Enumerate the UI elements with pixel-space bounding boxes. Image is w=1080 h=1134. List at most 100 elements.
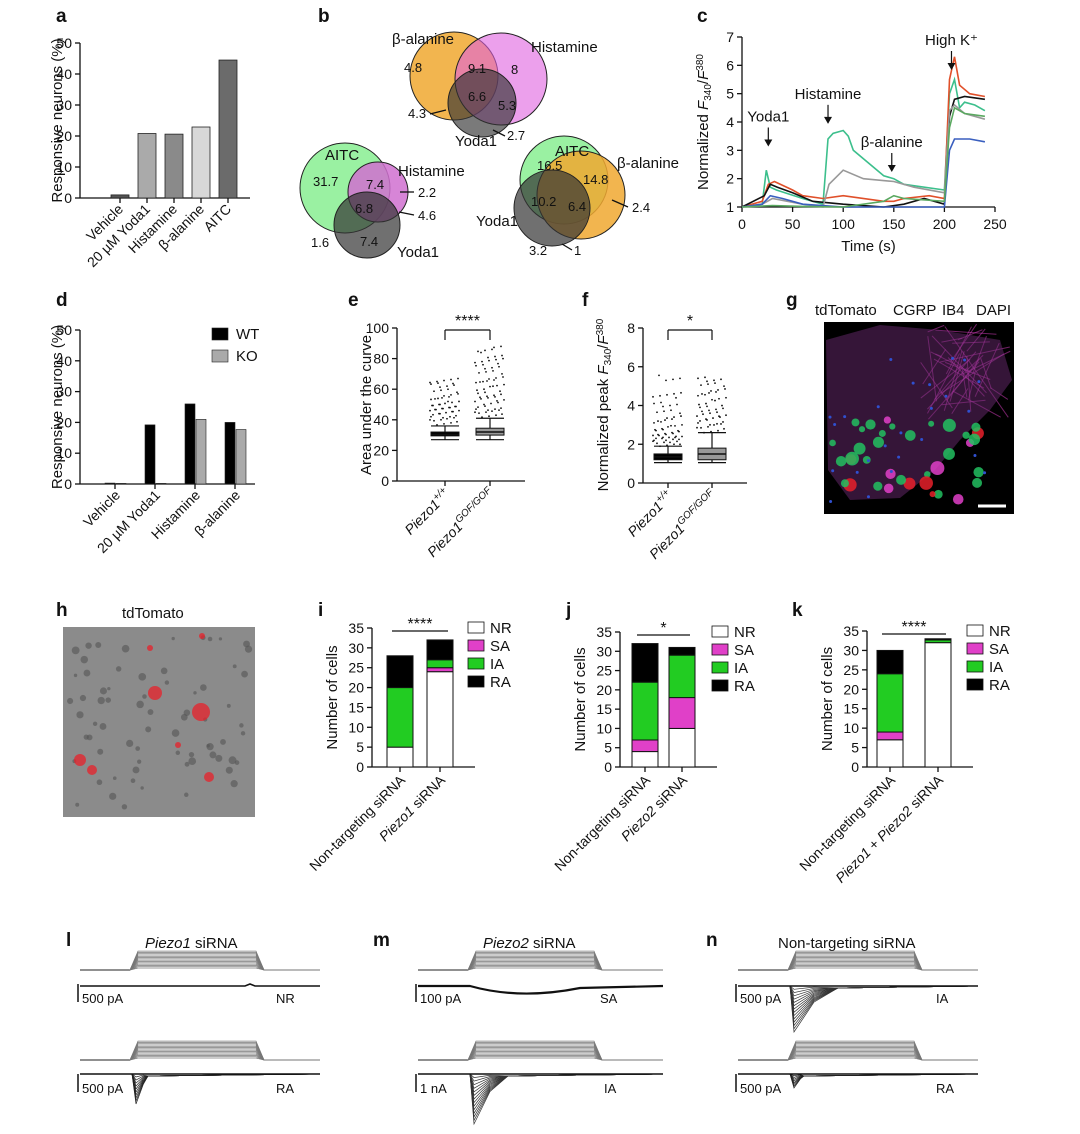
cell	[207, 636, 213, 642]
outlier-point	[661, 427, 663, 430]
outlier-point	[430, 398, 432, 401]
outlier-point	[655, 437, 657, 440]
venn-top-value: 2.7	[507, 128, 525, 143]
trace-panel-n: Non-targeting siRNA 500 pA IA 500 pA RA	[740, 935, 954, 1096]
trace-type-bottom-m: IA	[604, 1081, 617, 1096]
cell	[121, 644, 130, 653]
outlier-point	[723, 427, 725, 430]
outlier-point	[437, 382, 439, 385]
outlier-point	[721, 404, 723, 407]
legend-swatch	[467, 675, 485, 688]
outlier-point	[433, 419, 435, 422]
outlier-point	[477, 392, 479, 395]
legend-label: RA	[490, 674, 511, 691]
outlier-point	[488, 359, 490, 362]
outlier-point	[487, 409, 489, 412]
brightfield-cells	[67, 633, 253, 810]
trace-title-rest: siRNA	[529, 935, 576, 952]
outlier-point	[487, 356, 489, 359]
cell	[188, 757, 197, 766]
outlier-point	[450, 421, 452, 424]
outlier-point	[443, 379, 445, 382]
cell	[136, 700, 144, 709]
trace-type-top-l: NR	[276, 991, 295, 1006]
outlier-point	[486, 395, 488, 398]
y-axis-title-part: 380	[695, 54, 706, 71]
cell	[904, 430, 916, 441]
y-tick-label: 25	[596, 663, 612, 679]
cell	[171, 636, 175, 641]
venn-left-value: 31.7	[313, 174, 338, 189]
outlier-point	[697, 394, 699, 397]
y-tick-label: 20	[843, 681, 859, 697]
legend-swatch	[966, 624, 984, 637]
cell	[164, 680, 170, 685]
current-trace	[418, 1073, 664, 1108]
outlier-point	[714, 399, 716, 402]
tdtomato-cell	[147, 645, 153, 651]
legend-label: NR	[989, 623, 1011, 640]
current-trace	[80, 983, 320, 987]
cell	[121, 804, 128, 810]
cell	[239, 723, 244, 728]
cell	[829, 439, 836, 447]
outlier-point	[439, 386, 441, 389]
outlier-point	[669, 404, 671, 407]
y-axis-title: Responsive neurons (%)	[49, 38, 66, 202]
outlier-point	[500, 345, 502, 348]
nucleus	[828, 415, 832, 419]
y-tick-label: 15	[596, 701, 612, 717]
legend-swatch	[711, 661, 729, 674]
y-tick-label: 10	[596, 720, 612, 736]
y-axis-title: Number of cells	[324, 645, 341, 749]
nucleus	[831, 469, 835, 473]
outlier-point	[663, 441, 665, 444]
trace-title-l: Piezo1 siRNA	[145, 935, 238, 952]
outlier-point	[429, 381, 431, 384]
panel-label-g: g	[786, 290, 798, 311]
outlier-point	[679, 377, 681, 380]
outlier-point	[475, 408, 477, 410]
nucleus	[889, 470, 893, 474]
venn-left-value: 4.6	[418, 208, 436, 223]
outlier-point	[679, 412, 681, 415]
outlier-point	[443, 422, 445, 425]
panel-g-label-cgrp: CGRP	[893, 302, 936, 319]
cell	[865, 419, 876, 430]
outlier-point	[429, 409, 431, 412]
trace-title-m: Piezo2 siRNA	[483, 935, 576, 952]
y-tick-label: 5	[851, 740, 859, 756]
venn-top-value: 5.3	[498, 98, 516, 113]
outlier-point	[458, 409, 460, 412]
outlier-point	[715, 408, 717, 411]
outlier-point	[652, 395, 654, 398]
bar-segment	[876, 673, 904, 733]
outlier-point	[474, 411, 476, 414]
outlier-point	[713, 379, 715, 382]
nucleus	[833, 423, 837, 427]
series-line	[741, 56, 986, 208]
cell	[171, 729, 180, 737]
cell	[109, 792, 117, 800]
nucleus	[866, 495, 870, 499]
outlier-point	[485, 411, 487, 414]
bar	[155, 483, 167, 485]
outlier-point	[483, 403, 485, 406]
outlier-point	[681, 423, 683, 426]
x-tick-label-part: siRNA	[648, 771, 691, 814]
trace-scale-top-m: 100 pA	[420, 991, 462, 1006]
y-axis-title: Number of cells	[572, 647, 589, 751]
venn-left-label-yoda1: Yoda1	[397, 244, 439, 261]
current-trace	[418, 1073, 664, 1089]
outlier-point	[486, 380, 488, 382]
legend-swatch	[966, 660, 984, 673]
chart-c: 1 2 3 4 5 6 7 0 50 100 150 200 250 Time (s) Normalized…	[695, 29, 1007, 255]
tdtomato-cell	[192, 703, 210, 721]
cell	[105, 697, 111, 703]
stimulus-step	[129, 1053, 320, 1061]
cell	[160, 667, 168, 675]
venn-right-value: 3.2	[529, 243, 547, 258]
cell	[99, 723, 107, 730]
cell	[188, 751, 195, 758]
